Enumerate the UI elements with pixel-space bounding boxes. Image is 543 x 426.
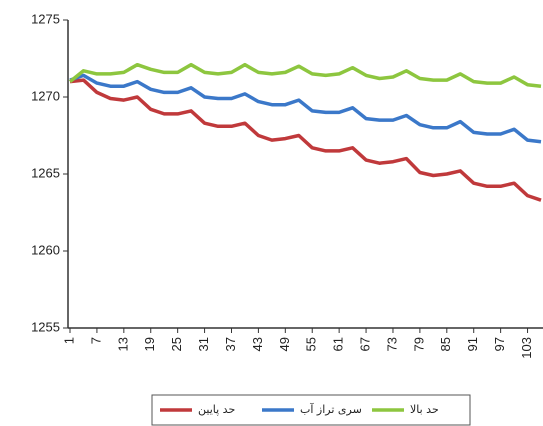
legend-label: سری تراز آب: [300, 402, 362, 416]
x-tick-label: 31: [196, 337, 211, 351]
x-tick-label: 103: [519, 337, 534, 359]
x-tick-label: 13: [115, 337, 130, 351]
x-tick-label: 43: [250, 337, 265, 351]
legend-label: حد بالا: [410, 403, 439, 416]
x-tick-label: 67: [357, 337, 372, 351]
x-tick-label: 79: [411, 337, 426, 351]
legend-box: [151, 394, 471, 426]
x-tick-label: 1: [61, 337, 76, 344]
x-tick-label: 85: [438, 337, 453, 351]
x-tick-label: 7: [88, 337, 103, 344]
y-tick-label: 1270: [31, 88, 60, 103]
x-tick-label: 55: [304, 337, 319, 351]
y-tick-label: 1260: [31, 242, 60, 257]
y-tick-label: 1265: [31, 165, 60, 180]
series-line: [69, 73, 542, 144]
legend-label: حد پایین: [198, 403, 235, 416]
x-tick-label: 91: [465, 337, 480, 351]
series-line: [68, 62, 542, 88]
x-tick-label: 25: [169, 337, 184, 351]
x-tick-label: 37: [223, 337, 238, 351]
x-tick-label: 49: [277, 337, 292, 351]
x-tick-label: 73: [384, 337, 399, 351]
series-line: [69, 78, 542, 202]
x-tick-label: 97: [492, 337, 507, 351]
y-tick-label: 1255: [31, 319, 60, 334]
y-tick-label: 1275: [31, 11, 60, 26]
x-tick-label: 19: [142, 337, 157, 351]
x-tick-label: 61: [331, 337, 346, 351]
